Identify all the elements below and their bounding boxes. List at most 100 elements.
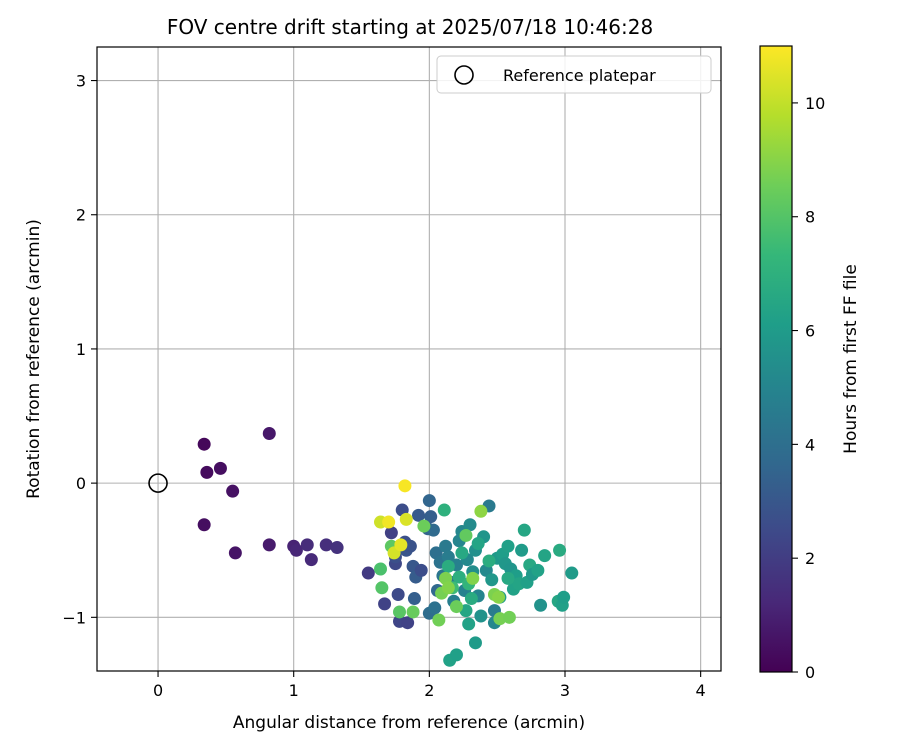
data-point (213, 461, 227, 475)
data-point (417, 519, 431, 533)
data-point (262, 426, 276, 440)
data-point (428, 601, 442, 615)
data-point (394, 538, 408, 552)
data-point (411, 508, 425, 522)
data-point (474, 504, 488, 518)
data-point (531, 563, 545, 577)
y-tick-label: 1 (76, 340, 86, 359)
data-point (538, 549, 552, 563)
data-point (228, 546, 242, 560)
chart-title: FOV centre drift starting at 2025/07/18 … (167, 15, 653, 39)
data-point (439, 539, 453, 553)
data-point (553, 543, 567, 557)
x-axis-label: Angular distance from reference (arcmin) (233, 713, 585, 733)
colorbar-tick-label: 6 (805, 322, 815, 341)
data-point (437, 503, 451, 517)
data-point (441, 559, 455, 573)
data-point (330, 541, 344, 555)
data-point (424, 510, 438, 524)
data-point (361, 566, 375, 580)
data-point (319, 538, 333, 552)
y-tick-label: −1 (62, 608, 86, 627)
data-point (492, 590, 506, 604)
grid (97, 47, 721, 671)
legend: Reference platepar (436, 55, 712, 94)
colorbar-tick-label: 2 (805, 549, 815, 568)
data-point (422, 494, 436, 508)
data-point (200, 465, 214, 479)
data-point (565, 566, 579, 580)
x-tick-label: 0 (153, 681, 163, 700)
data-point (468, 636, 482, 650)
data-point (226, 484, 240, 498)
data-point (197, 518, 211, 532)
y-tick-label: 0 (76, 474, 86, 493)
colorbar-gradient (759, 45, 793, 673)
data-point (502, 610, 516, 624)
y-axis-ticks: −1 0 1 2 3 (62, 72, 97, 627)
x-tick-label: 1 (289, 681, 299, 700)
data-point (474, 609, 488, 623)
data-point (289, 543, 303, 557)
y-tick-label: 3 (76, 72, 86, 91)
data-point (300, 538, 314, 552)
data-point (403, 539, 417, 553)
x-tick-label: 2 (424, 681, 434, 700)
data-point (384, 526, 398, 540)
data-point (517, 523, 531, 537)
data-point (485, 573, 499, 587)
data-point (393, 605, 407, 619)
data-point (375, 581, 389, 595)
data-point (534, 598, 548, 612)
colorbar-ticks: 0 2 4 6 8 10 (792, 94, 825, 682)
data-point (406, 605, 420, 619)
data-point (197, 437, 211, 451)
data-point (462, 617, 476, 631)
data-point (398, 479, 412, 493)
data-point (407, 592, 421, 606)
y-tick-label: 2 (76, 206, 86, 225)
colorbar-tick-label: 0 (805, 663, 815, 682)
x-tick-label: 3 (560, 681, 570, 700)
data-point (493, 612, 507, 626)
data-point (463, 518, 477, 532)
data-point (382, 515, 396, 529)
data-point (464, 592, 478, 606)
data-point (449, 600, 463, 614)
data-point (501, 539, 515, 553)
legend-open-circle-icon (454, 65, 474, 85)
data-point (391, 588, 405, 602)
legend-label: Reference platepar (503, 66, 656, 85)
data-point (401, 616, 415, 630)
data-point (501, 571, 515, 585)
colorbar: 0 2 4 6 8 10 Hours from first FF file (759, 45, 861, 682)
x-tick-label: 4 (696, 681, 706, 700)
data-point (455, 546, 469, 560)
data-point (515, 543, 529, 557)
data-point (449, 648, 463, 662)
y-axis-label: Rotation from reference (arcmin) (24, 219, 44, 499)
data-point (378, 597, 392, 611)
data-point (557, 590, 571, 604)
colorbar-tick-label: 8 (805, 208, 815, 227)
colorbar-label: Hours from first FF file (841, 264, 861, 454)
data-point (482, 554, 496, 568)
data-point (414, 563, 428, 577)
x-axis-ticks: 0 1 2 3 4 (153, 671, 706, 700)
data-point (441, 581, 455, 595)
data-point (304, 553, 318, 567)
data-point (459, 528, 473, 542)
data-points (197, 426, 579, 667)
data-point (441, 550, 455, 564)
data-point (466, 571, 480, 585)
data-point (452, 570, 466, 584)
reference-point-marker (148, 473, 168, 493)
legend-box (436, 55, 712, 94)
data-point (262, 538, 276, 552)
data-point (432, 613, 446, 627)
colorbar-tick-label: 10 (805, 94, 825, 113)
colorbar-tick-label: 4 (805, 435, 815, 454)
data-point (399, 512, 413, 526)
